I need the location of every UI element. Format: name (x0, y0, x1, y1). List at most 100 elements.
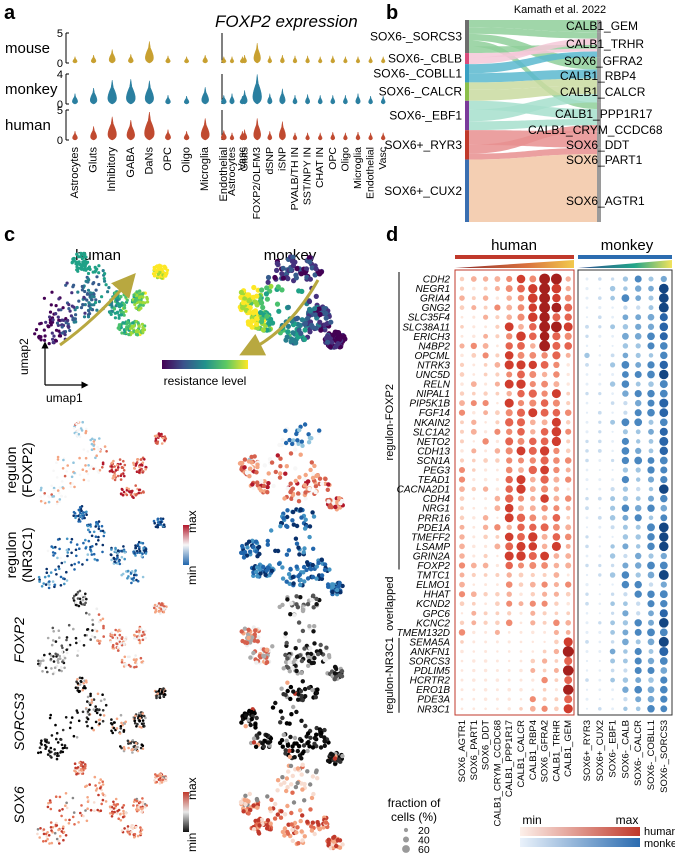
dot-monkey (647, 638, 655, 646)
violin-mouse-right-10 (355, 56, 361, 64)
umap-feature-point (277, 604, 282, 610)
umap-point (68, 309, 72, 313)
gene-label-GNG2: GNG2 (422, 303, 451, 314)
umap-feature-point (58, 668, 61, 672)
umap-feature-point (116, 474, 120, 478)
umap-feature-point (76, 649, 80, 653)
umap-feature-point (118, 562, 122, 566)
umap-feature-point (83, 634, 87, 637)
umap-feature-point (38, 578, 41, 581)
umap-feature-point (284, 523, 289, 529)
umap-point (72, 283, 76, 287)
umap-feature-point (332, 671, 338, 676)
dot-monkey (621, 361, 630, 369)
dot-monkey (634, 456, 643, 465)
umap-feature-point (47, 586, 51, 590)
violin-mouse-right-11 (368, 56, 373, 64)
umap-feature-point (103, 794, 107, 797)
dot-human (542, 591, 548, 597)
umap-feature-point (302, 483, 307, 488)
dot-human (553, 466, 560, 474)
umap-feature-point (135, 470, 139, 474)
umap-point (73, 317, 77, 321)
umap-point (285, 323, 291, 329)
umap-feature-point (132, 496, 135, 500)
dot-human (530, 658, 536, 664)
umap-feature-point (250, 635, 255, 640)
umap-feature-point (291, 800, 297, 805)
umap-feature-point (74, 516, 77, 520)
umap-feature-point (135, 573, 138, 577)
umap-point (135, 333, 140, 337)
dot-human (504, 351, 514, 360)
dot-human (482, 515, 489, 521)
dot-monkey (598, 373, 602, 376)
umap-feature-point (82, 541, 85, 545)
gene-label-GRIA4: GRIA4 (420, 294, 450, 305)
umap-feature-point (113, 473, 117, 476)
dot-human (528, 446, 537, 455)
umap-point (125, 298, 129, 302)
umap-feature-point (74, 548, 78, 552)
dot-human (553, 591, 560, 597)
xlabel-right-8: OPC (327, 147, 339, 170)
dot-monkey (611, 440, 614, 443)
dot-monkey (610, 677, 615, 683)
umap-feature-point (114, 550, 118, 553)
umap-point (156, 272, 160, 276)
umap-feature-point (138, 468, 142, 472)
umap-feature-point (82, 511, 85, 514)
umap-feature-point (83, 516, 86, 520)
umap-feature-point (58, 498, 62, 501)
umap-feature-point (290, 574, 296, 580)
umap-feature-point (90, 442, 94, 446)
umap-feature-point (117, 628, 121, 632)
umap-feature-point (96, 639, 99, 642)
umap-feature-point (92, 467, 95, 471)
umap-feature-point (59, 751, 62, 754)
umap-point (86, 288, 91, 292)
dot-monkey (598, 354, 602, 357)
dot-monkey (597, 296, 602, 300)
umap-feature-point (295, 780, 300, 786)
umap-feature-point (85, 681, 88, 684)
umap-feature-point (300, 628, 306, 634)
umap-feature-point (135, 665, 138, 669)
dot-human (517, 437, 525, 445)
umap-point (82, 295, 86, 299)
umap-point (250, 294, 256, 300)
dot-monkey (598, 334, 602, 338)
dot-human (519, 650, 523, 653)
dot-human (459, 286, 465, 291)
umap-feature-point (52, 469, 55, 473)
umap-feature-point (307, 524, 313, 529)
umap-feature-point (77, 428, 81, 432)
umap-feature-point (127, 487, 131, 491)
umap-feature-point (86, 796, 89, 799)
dot-human (566, 391, 571, 396)
umap-feature-point (140, 807, 143, 811)
umap-point (135, 293, 139, 297)
umap-point (274, 301, 281, 307)
dot-human (518, 505, 524, 512)
umap-feature-point (141, 638, 145, 642)
umap-feature-point (78, 589, 82, 593)
umap-feature-point (63, 666, 66, 670)
umap-feature-point (48, 842, 51, 845)
panel-b: b Kamath et al. 2022 SOX6-_SORCS3SOX6-_C… (370, 2, 663, 222)
umap-feature-point (286, 548, 292, 553)
umap-feature-point (137, 636, 141, 639)
dot-human (483, 659, 488, 663)
dot-human (459, 515, 465, 521)
dot-human (563, 322, 573, 332)
dot-human (540, 465, 549, 475)
dot-monkey (597, 515, 602, 520)
umap-feature-point (139, 826, 142, 829)
umap-feature-point (74, 766, 77, 770)
umap-feature-point (43, 492, 46, 495)
dot-monkey (660, 581, 667, 588)
gene-label-ANKFN1: ANKFN1 (410, 647, 450, 658)
umap-feature-point (99, 809, 103, 812)
umap-feature-point (251, 740, 257, 745)
umap-point (139, 306, 143, 310)
